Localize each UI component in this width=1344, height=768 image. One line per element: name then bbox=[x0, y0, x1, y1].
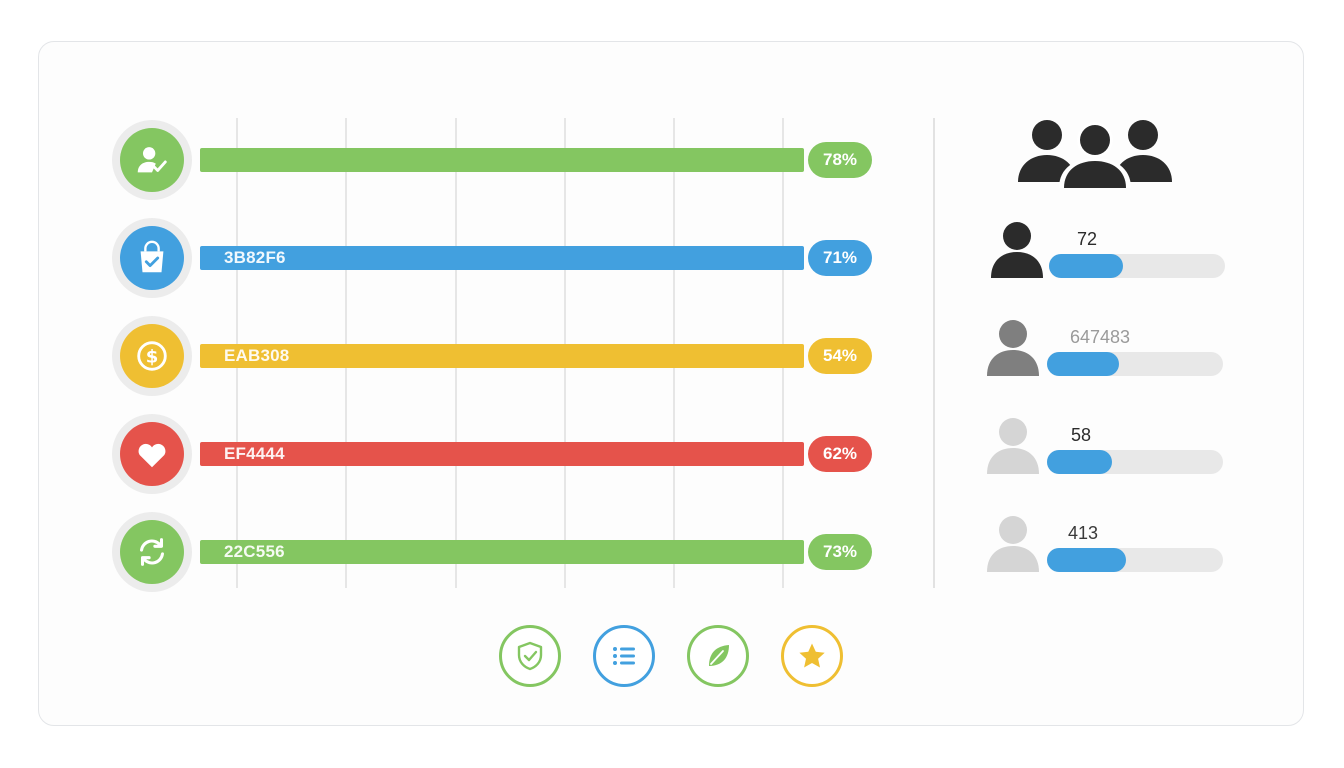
svg-text:$: $ bbox=[146, 347, 159, 368]
user-check-icon bbox=[120, 128, 184, 192]
percent-pill: 71% bbox=[808, 240, 872, 276]
heart-icon bbox=[120, 422, 184, 486]
user-value: 647483 bbox=[1070, 327, 1131, 347]
category-row: EF4444 62% bbox=[112, 414, 882, 494]
shield-check-icon[interactable] bbox=[499, 625, 561, 687]
category-icon-badge[interactable] bbox=[112, 512, 192, 592]
user-icon bbox=[985, 220, 1049, 284]
user-progress-track bbox=[1047, 352, 1223, 376]
category-bar-track: 3B82F6 bbox=[200, 246, 804, 270]
user-row: 413 bbox=[985, 514, 1225, 578]
percent-pill: 73% bbox=[808, 534, 872, 570]
list-icon[interactable] bbox=[593, 625, 655, 687]
user-progress-track bbox=[1049, 254, 1225, 278]
star-icon[interactable] bbox=[781, 625, 843, 687]
category-bar-label: EAB308 bbox=[224, 346, 290, 365]
category-bar-track: EF4444 bbox=[200, 442, 804, 466]
user-progress-fill bbox=[1047, 352, 1120, 376]
category-icon-badge[interactable] bbox=[112, 218, 192, 298]
user-progress-fill bbox=[1049, 254, 1123, 278]
panel-divider bbox=[933, 118, 935, 588]
user-progress-track bbox=[1047, 548, 1223, 572]
user-row: 58 bbox=[985, 416, 1225, 480]
category-bar-label: 3B82F6 bbox=[224, 248, 286, 267]
leaf-icon[interactable] bbox=[687, 625, 749, 687]
user-value: 72 bbox=[1077, 229, 1098, 249]
category-row: 22C556 73% bbox=[112, 512, 882, 592]
percent-pill: 54% bbox=[808, 338, 872, 374]
category-bar-track: EAB308 bbox=[200, 344, 804, 368]
user-icon bbox=[985, 514, 1049, 578]
category-bar-label: 22C556 bbox=[224, 542, 285, 561]
category-row: $ EAB308 54% bbox=[112, 316, 882, 396]
category-bar bbox=[200, 442, 804, 466]
user-icon bbox=[985, 416, 1049, 480]
user-progress-fill bbox=[1047, 548, 1127, 572]
category-bar-label: EF4444 bbox=[224, 444, 285, 463]
user-value: 413 bbox=[1068, 523, 1099, 543]
users-group-icon bbox=[1015, 118, 1175, 190]
category-bar bbox=[200, 540, 804, 564]
user-row: 72 bbox=[985, 220, 1225, 284]
refresh-icon bbox=[120, 520, 184, 584]
shopping-bag-icon bbox=[120, 226, 184, 290]
category-row: 78% bbox=[112, 120, 882, 200]
category-icon-badge[interactable] bbox=[112, 120, 192, 200]
category-bar-track: 22C556 bbox=[200, 540, 804, 564]
category-bar bbox=[200, 344, 804, 368]
category-bar-track bbox=[200, 148, 804, 172]
percent-pill: 62% bbox=[808, 436, 872, 472]
user-icon bbox=[985, 318, 1049, 382]
category-icon-badge[interactable]: $ bbox=[112, 316, 192, 396]
category-row: 3B82F6 71% bbox=[112, 218, 882, 298]
user-value: 58 bbox=[1071, 425, 1092, 445]
user-progress-fill bbox=[1047, 450, 1113, 474]
dollar-coin-icon: $ bbox=[120, 324, 184, 388]
category-icon-badge[interactable] bbox=[112, 414, 192, 494]
category-bar bbox=[200, 148, 804, 172]
percent-pill: 78% bbox=[808, 142, 872, 178]
user-progress-track bbox=[1047, 450, 1223, 474]
category-bar bbox=[200, 246, 804, 270]
user-row: 647483 bbox=[985, 318, 1225, 382]
